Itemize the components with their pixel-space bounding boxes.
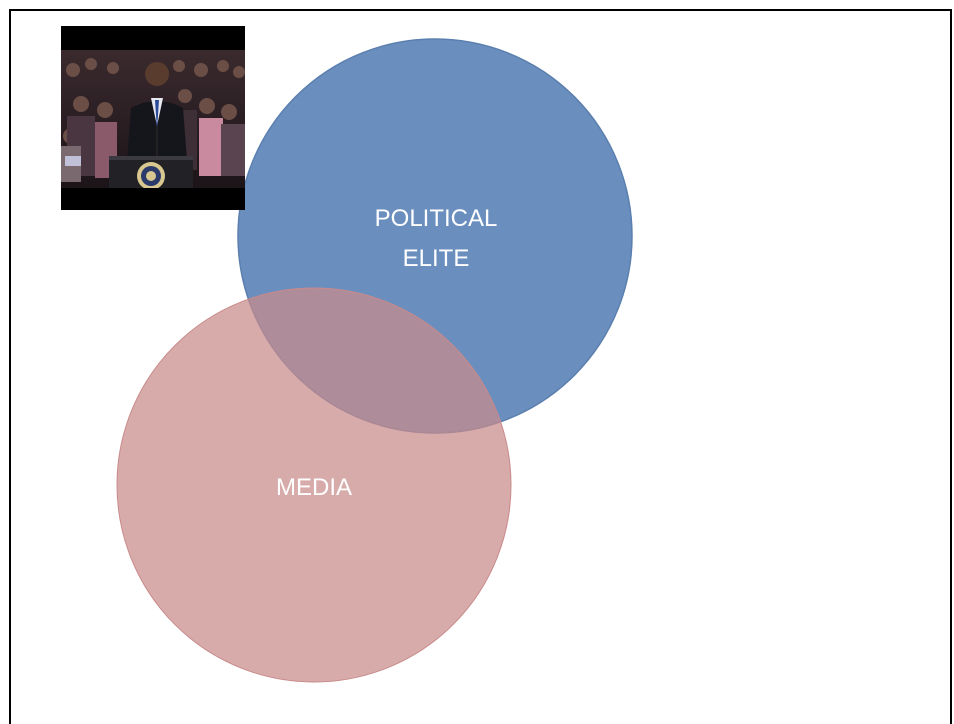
political-elite-label-line-1: POLITICAL (375, 205, 498, 232)
media-circle (116, 287, 512, 683)
speaker-at-podium-photo (61, 26, 245, 210)
presidential-seal-icon (137, 162, 165, 190)
speaker-photo (61, 26, 245, 210)
media-label: MEDIA (276, 474, 352, 501)
slide-frame (9, 9, 952, 724)
political-elite-label-line-2: ELITE (403, 245, 470, 272)
